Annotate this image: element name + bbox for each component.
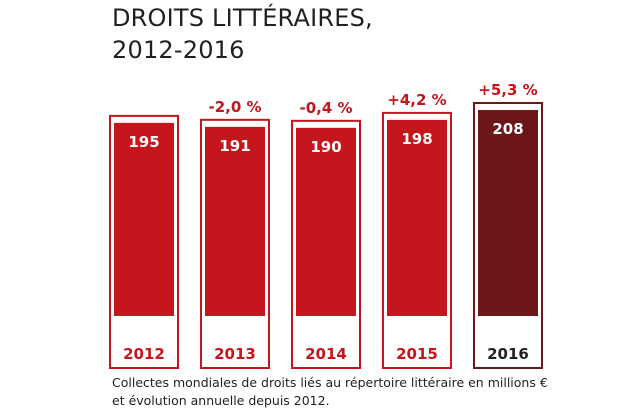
bar-value-label: 198 — [401, 130, 432, 148]
chart-title: DROITS LITTÉRAIRES, 2012-2016 — [112, 2, 512, 66]
caption-line-1: Collectes mondiales de droits liés au ré… — [112, 375, 548, 390]
caption-line-2: et évolution annuelle depuis 2012. — [112, 393, 330, 408]
bar — [387, 119, 447, 317]
bar-group-2014: 190 2014 -0,4 % — [291, 99, 361, 369]
x-tick-label: 2016 — [487, 345, 529, 363]
bar-group-2012: 195 2012 — [109, 114, 179, 369]
bar-group-2015: 198 2015 +4,2 % — [382, 91, 452, 370]
bar-value-label: 191 — [219, 137, 250, 155]
bar — [205, 126, 265, 316]
bar-group-2016: 208 2016 +5,3 % — [473, 81, 543, 369]
change-label: -2,0 % — [208, 98, 261, 116]
chart-title-line-1: DROITS LITTÉRAIRES, — [112, 4, 373, 32]
bar-chart: 195 2012 191 2013 -2,0 % 190 2014 -0,4 % 198 2015… — [109, 81, 543, 370]
bar-frame — [473, 102, 543, 369]
chart-caption: Collectes mondiales de droits liés au ré… — [112, 374, 632, 410]
bar — [478, 110, 538, 316]
x-tick-label: 2015 — [396, 345, 438, 363]
x-tick-label: 2013 — [214, 345, 256, 363]
bar-frame — [200, 118, 270, 370]
bar-group-2013: 191 2013 -2,0 % — [200, 98, 270, 370]
bar-frame — [109, 114, 179, 369]
x-tick-label: 2012 — [123, 345, 165, 363]
change-label: -0,4 % — [299, 99, 352, 117]
chart-title-line-2: 2012-2016 — [112, 36, 245, 64]
x-tick-label: 2014 — [305, 345, 347, 363]
bar — [296, 127, 356, 316]
bar — [114, 122, 174, 316]
change-label: +4,2 % — [387, 91, 446, 109]
bar-value-label: 195 — [128, 133, 159, 151]
bar-value-label: 190 — [310, 138, 341, 156]
bar-frame — [382, 111, 452, 370]
change-label: +5,3 % — [478, 81, 537, 99]
bar-value-label: 208 — [492, 120, 523, 138]
bar-frame — [291, 119, 361, 369]
